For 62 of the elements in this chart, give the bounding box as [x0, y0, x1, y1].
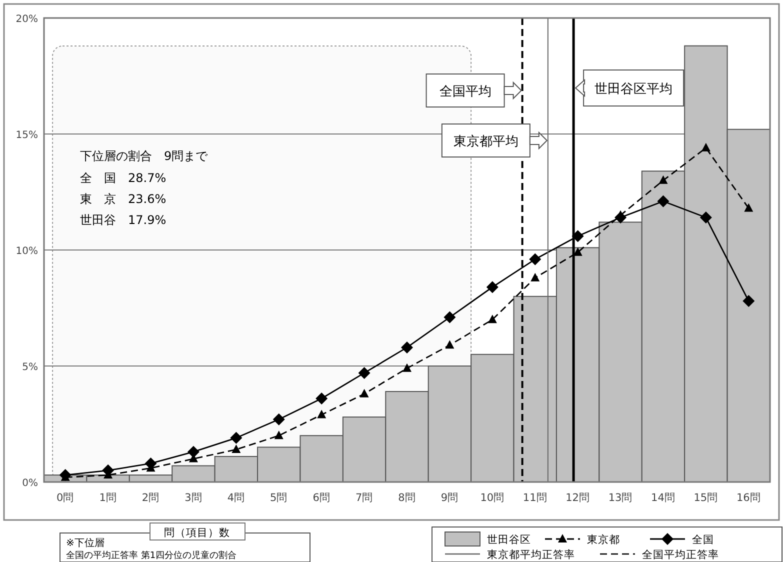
point	[401, 341, 413, 354]
x-tick-label: 8問	[398, 492, 416, 504]
point	[358, 366, 370, 379]
x-tick-label: 5問	[270, 492, 288, 504]
point	[657, 195, 670, 208]
x-tick-label: 3問	[184, 492, 202, 504]
x-tick-label: 10問	[480, 492, 505, 504]
point	[701, 142, 710, 152]
y-tick-label: 0%	[22, 478, 38, 489]
x-tick-label: 0問	[56, 492, 74, 504]
point	[316, 392, 328, 404]
point	[402, 363, 412, 372]
text: 全国平均正答率	[642, 549, 719, 561]
y-tick-label: 20%	[16, 14, 38, 25]
y-tick-label: 5%	[22, 362, 38, 373]
point	[272, 413, 285, 426]
text: 東京都平均正答率	[487, 549, 575, 561]
point	[488, 314, 497, 324]
point	[230, 432, 242, 444]
x-tick-label: 7問	[355, 492, 374, 504]
x-tick-label: 15問	[694, 492, 718, 504]
annotation: 東 京 23.6%	[80, 192, 166, 206]
point	[744, 203, 754, 212]
x-tick-label: 4問	[227, 492, 246, 504]
text: ※下位層	[66, 537, 104, 549]
legend-label: 世田谷区	[487, 533, 531, 546]
x-tick-label: 6問	[312, 492, 330, 504]
point	[59, 469, 72, 482]
point	[317, 410, 326, 418]
x-tick-label: 1問	[99, 492, 117, 504]
point	[486, 281, 498, 294]
x-tick-label: 13問	[608, 492, 633, 504]
annotation: 世田谷 17.9%	[80, 213, 166, 227]
legend-label: 全国	[692, 534, 714, 546]
x-tick-label: 14問	[651, 492, 676, 504]
point	[187, 446, 200, 458]
point	[529, 253, 542, 266]
annotation: 下位層の割合 9問まで	[80, 149, 209, 163]
x-tick-label: 2問	[142, 492, 160, 504]
point	[445, 340, 454, 349]
x-tick-label: 9問	[440, 492, 459, 504]
point	[444, 311, 456, 324]
point	[742, 295, 755, 308]
point	[530, 272, 540, 282]
point	[360, 388, 369, 398]
ref-line-label: 世田谷区平均	[594, 82, 673, 97]
y-tick-label: 15%	[16, 130, 38, 141]
point	[274, 430, 284, 440]
text: 全国の平均正答率 第1四分位の児童の割合	[66, 550, 237, 561]
point	[700, 212, 712, 224]
annotation: 全 国 28.7%	[80, 171, 166, 185]
point	[232, 444, 241, 454]
ref-line-label: 東京都平均	[453, 134, 518, 150]
ref-line-label: 全国平均	[439, 84, 492, 100]
point	[658, 175, 668, 184]
x-tick-label: 11問	[522, 492, 548, 504]
legend-label: 東京都	[587, 533, 620, 546]
x-axis-title: 問（項目）数	[164, 527, 230, 539]
x-tick-label: 12問	[566, 492, 590, 504]
x-tick-label: 16問	[736, 492, 761, 504]
point	[614, 212, 627, 224]
y-tick-label: 10%	[16, 246, 38, 257]
